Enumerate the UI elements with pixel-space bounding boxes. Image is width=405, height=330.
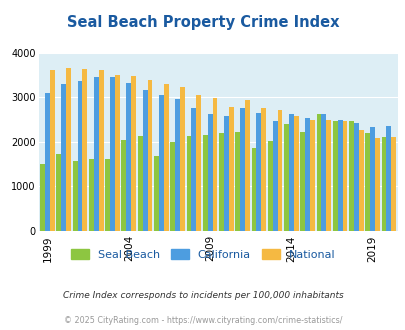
Bar bbox=[40, 164, 45, 231]
Bar bbox=[272, 121, 277, 231]
Bar bbox=[337, 120, 342, 231]
Bar bbox=[224, 115, 228, 231]
Bar bbox=[386, 126, 390, 231]
Bar bbox=[321, 114, 326, 231]
Bar bbox=[219, 133, 224, 231]
Bar bbox=[293, 115, 298, 231]
Bar bbox=[72, 161, 77, 231]
Bar bbox=[228, 107, 233, 231]
Bar bbox=[153, 156, 158, 231]
Bar bbox=[179, 87, 184, 231]
Legend: Seal Beach, California, National: Seal Beach, California, National bbox=[71, 249, 334, 260]
Text: Seal Beach Property Crime Index: Seal Beach Property Crime Index bbox=[66, 15, 339, 30]
Bar bbox=[45, 93, 50, 231]
Bar bbox=[277, 110, 282, 231]
Bar bbox=[94, 77, 98, 231]
Bar bbox=[89, 159, 94, 231]
Bar bbox=[158, 95, 163, 231]
Text: Crime Index corresponds to incidents per 100,000 inhabitants: Crime Index corresponds to incidents per… bbox=[62, 291, 343, 300]
Bar bbox=[61, 84, 66, 231]
Bar bbox=[142, 90, 147, 231]
Bar bbox=[98, 70, 103, 231]
Bar bbox=[245, 100, 249, 231]
Bar bbox=[82, 69, 87, 231]
Bar bbox=[105, 159, 110, 231]
Bar bbox=[261, 109, 266, 231]
Bar bbox=[240, 108, 245, 231]
Bar bbox=[305, 118, 309, 231]
Bar bbox=[364, 133, 369, 231]
Bar bbox=[358, 130, 363, 231]
Bar bbox=[110, 77, 115, 231]
Bar bbox=[390, 137, 395, 231]
Bar bbox=[267, 141, 272, 231]
Bar bbox=[50, 70, 55, 231]
Bar bbox=[332, 121, 337, 231]
Bar bbox=[288, 114, 293, 231]
Bar bbox=[353, 123, 358, 231]
Bar bbox=[212, 98, 217, 231]
Bar bbox=[170, 142, 175, 231]
Bar bbox=[326, 120, 330, 231]
Bar bbox=[348, 120, 353, 231]
Bar bbox=[147, 80, 152, 231]
Bar bbox=[251, 148, 256, 231]
Bar bbox=[284, 124, 288, 231]
Bar bbox=[235, 132, 240, 231]
Bar bbox=[66, 68, 71, 231]
Bar bbox=[191, 109, 196, 231]
Bar bbox=[175, 99, 179, 231]
Bar bbox=[374, 138, 379, 231]
Bar bbox=[256, 113, 261, 231]
Bar bbox=[126, 82, 131, 231]
Bar bbox=[342, 121, 347, 231]
Bar bbox=[196, 95, 200, 231]
Bar bbox=[300, 132, 305, 231]
Text: © 2025 CityRating.com - https://www.cityrating.com/crime-statistics/: © 2025 CityRating.com - https://www.city… bbox=[64, 316, 341, 325]
Bar bbox=[202, 135, 207, 231]
Bar bbox=[121, 140, 126, 231]
Bar bbox=[131, 77, 136, 231]
Bar bbox=[309, 119, 314, 231]
Bar bbox=[369, 127, 374, 231]
Bar bbox=[77, 81, 82, 231]
Bar bbox=[56, 154, 61, 231]
Bar bbox=[186, 136, 191, 231]
Bar bbox=[163, 83, 168, 231]
Bar bbox=[207, 114, 212, 231]
Bar bbox=[316, 114, 321, 231]
Bar bbox=[381, 137, 386, 231]
Bar bbox=[115, 75, 119, 231]
Bar bbox=[137, 136, 142, 231]
